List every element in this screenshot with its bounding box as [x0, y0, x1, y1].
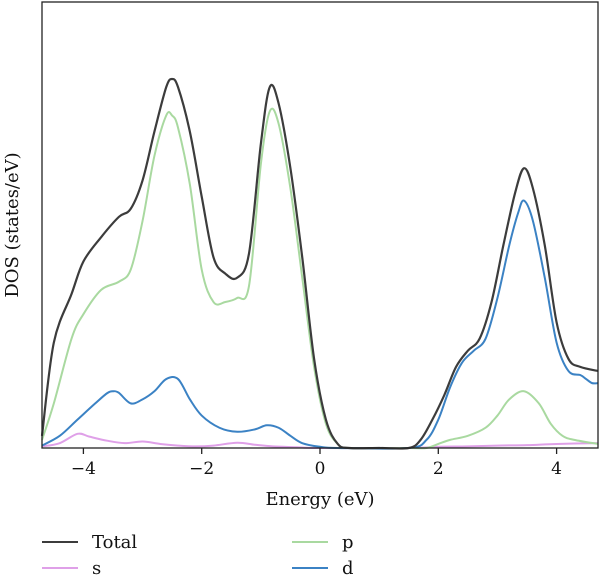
legend-label-d: d: [342, 558, 354, 578]
x-tick-label: −2: [189, 459, 214, 479]
legend-label-p: p: [342, 532, 354, 553]
x-tick-label: −4: [71, 459, 96, 479]
x-tick-label: 0: [315, 459, 326, 479]
series-line-d: [41, 199, 599, 450]
series-line-p: [41, 107, 599, 450]
plot-area: [40, 77, 599, 450]
legend-label-s: s: [92, 558, 101, 578]
series-line-s: [41, 432, 599, 450]
x-tick-label: 4: [551, 459, 562, 479]
x-tick-label: 2: [433, 459, 444, 479]
x-axis-label: Energy (eV): [265, 489, 374, 510]
legend-label-total: Total: [92, 532, 137, 553]
x-axis: −4 −2 0 2 4: [71, 448, 562, 479]
series-line-total: [40, 77, 599, 450]
y-axis-label: DOS (states/eV): [2, 152, 23, 297]
legend: Total s pd: [42, 532, 354, 578]
